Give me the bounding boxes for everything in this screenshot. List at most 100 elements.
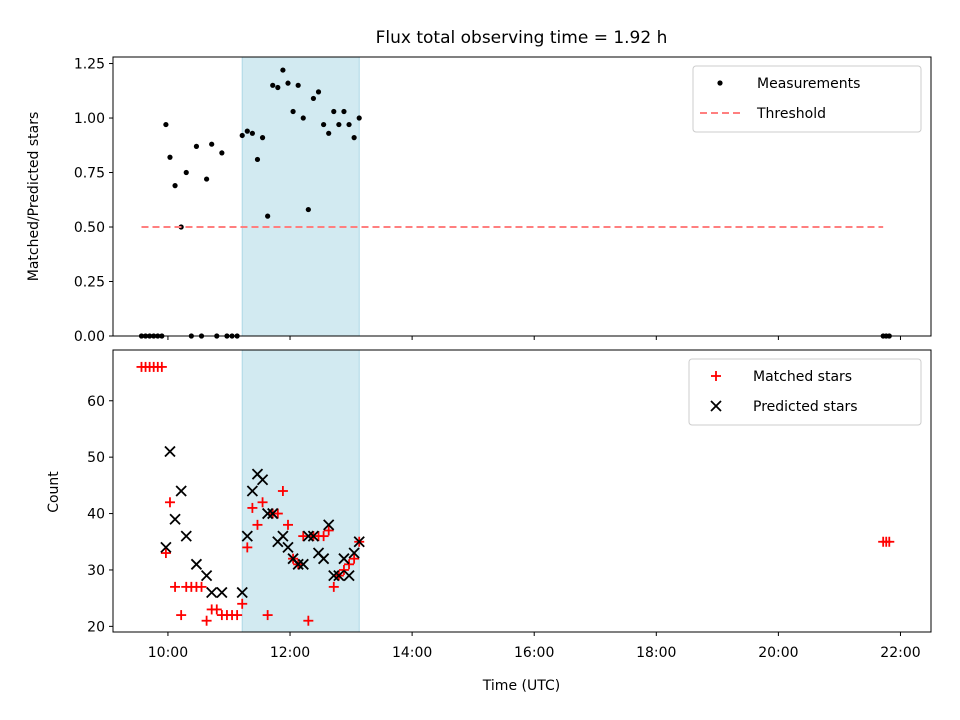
measurement-point	[336, 121, 342, 128]
y-tick-label: 0.25	[74, 275, 105, 291]
matched-star-marker	[242, 542, 253, 553]
legend-swatch	[711, 371, 721, 381]
measurement-point	[244, 128, 250, 134]
matched-star-marker	[277, 486, 288, 496]
x-tick-label: 12:00	[270, 645, 310, 661]
top-panel: 0.00 0.25 0.50 0.75 1.00 1.25 Matched/Predict…	[26, 56, 932, 345]
measurement-point	[280, 67, 286, 73]
measurement-point	[326, 130, 332, 136]
measurement-point	[351, 135, 357, 141]
matched-star-marker	[303, 615, 314, 626]
predicted-star-marker	[317, 553, 330, 565]
measurement-point	[254, 156, 261, 163]
matched-star-marker	[349, 553, 360, 564]
x-axis-label: Time (UTC)	[482, 678, 560, 694]
measurement-point	[275, 84, 281, 91]
predicted-star-marker	[348, 547, 360, 559]
legend-label: Predicted stars	[753, 399, 858, 415]
measurement-point	[239, 132, 245, 139]
predicted-star-marker	[241, 530, 253, 542]
y-tick-label: 30	[87, 563, 105, 579]
matched-star-marker	[338, 564, 349, 575]
predicted-star-marker	[302, 530, 314, 542]
predicted-star-marker	[277, 530, 289, 542]
matched-star-marker	[232, 610, 243, 621]
legend-swatch	[717, 80, 723, 86]
top-x-axis-ticks	[167, 336, 901, 340]
predicted-star-marker	[262, 507, 274, 520]
measurement-point	[321, 121, 327, 128]
predicted-star-marker	[323, 519, 335, 531]
matched-star-marker	[344, 559, 355, 570]
predicted-star-marker	[206, 586, 218, 599]
predicted-star-marker	[256, 474, 269, 486]
matched-star-marker	[282, 519, 293, 530]
x-tick-label: 16:00	[514, 645, 554, 661]
matched-star-marker	[247, 502, 258, 513]
y-tick-label: 1.00	[74, 111, 105, 127]
matched-star-marker	[323, 525, 334, 536]
predicted-star-marker	[333, 569, 345, 582]
measurement-point	[209, 141, 215, 147]
matched-star-marker	[156, 361, 167, 372]
legend-box	[688, 358, 922, 426]
matched-star-marker	[237, 598, 248, 609]
measurement-point	[300, 115, 306, 121]
measurement-point	[167, 154, 173, 160]
measurement-point	[295, 82, 301, 88]
y-tick-label: 0.00	[74, 329, 105, 345]
matched-star-marker	[298, 531, 309, 542]
observing-span-bottom	[241, 349, 360, 633]
measurement-point	[163, 121, 169, 128]
matched-star-marker	[272, 508, 283, 519]
measurement-point	[249, 130, 255, 136]
x-tick-label: 10:00	[148, 645, 188, 661]
legend-label: Matched stars	[753, 369, 852, 385]
measurement-point	[219, 150, 225, 156]
matched-star-marker	[328, 581, 339, 592]
predicted-star-marker	[282, 541, 294, 554]
bottom-y-axis: 20 30 40 50 60	[87, 394, 113, 635]
bottom-panel: 20 30 40 50 60 10:00 12:00 14:00 16:00 18:00 20:0…	[46, 349, 932, 694]
matched-star-marker	[257, 497, 268, 508]
measurement-point	[290, 108, 296, 115]
matched-star-marker	[318, 531, 329, 542]
figure-title: Flux total observing time = 1.92 h	[376, 28, 668, 48]
measurement-point	[193, 143, 200, 149]
bottom-plot-area	[136, 361, 895, 626]
y-tick-label: 0.75	[74, 166, 105, 182]
y-tick-label: 50	[87, 450, 105, 466]
measurement-point	[270, 82, 276, 88]
top-y-axis: 0.00 0.25 0.50 0.75 1.00 1.25	[74, 57, 113, 345]
x-tick-label: 22:00	[880, 645, 920, 661]
y-tick-label: 0.50	[74, 220, 105, 236]
x-tick-label: 14:00	[392, 645, 432, 661]
measurement-point	[315, 89, 322, 95]
bottom-legend: Matched stars Predicted stars	[688, 358, 922, 426]
measurement-point	[346, 121, 352, 128]
matched-star-marker	[160, 548, 171, 559]
measurement-point	[341, 108, 347, 115]
legend-box	[692, 65, 922, 133]
predicted-star-marker	[200, 569, 213, 582]
predicted-star-marker	[180, 530, 192, 542]
top-panel-frame	[112, 56, 932, 337]
measurement-point	[183, 169, 189, 176]
predicted-star-marker	[353, 536, 365, 548]
x-tick-label: 18:00	[636, 645, 676, 661]
predicted-star-marker	[236, 586, 248, 599]
legend-label: Measurements	[757, 76, 860, 92]
top-legend: Measurements Threshold	[692, 65, 922, 133]
observing-span-top	[241, 56, 360, 337]
x-tick-label: 20:00	[758, 645, 798, 661]
predicted-star-marker	[216, 586, 228, 599]
matched-star-marker	[164, 497, 175, 508]
matched-star-marker	[196, 581, 207, 592]
y-tick-label: 20	[87, 619, 105, 635]
measurement-point	[356, 115, 362, 121]
legend-label: Threshold	[756, 106, 826, 122]
matched-star-marker	[211, 604, 222, 615]
measurement-point	[305, 206, 311, 213]
predicted-star-marker	[164, 445, 176, 458]
bottom-y-axis-label: Count	[46, 471, 62, 513]
